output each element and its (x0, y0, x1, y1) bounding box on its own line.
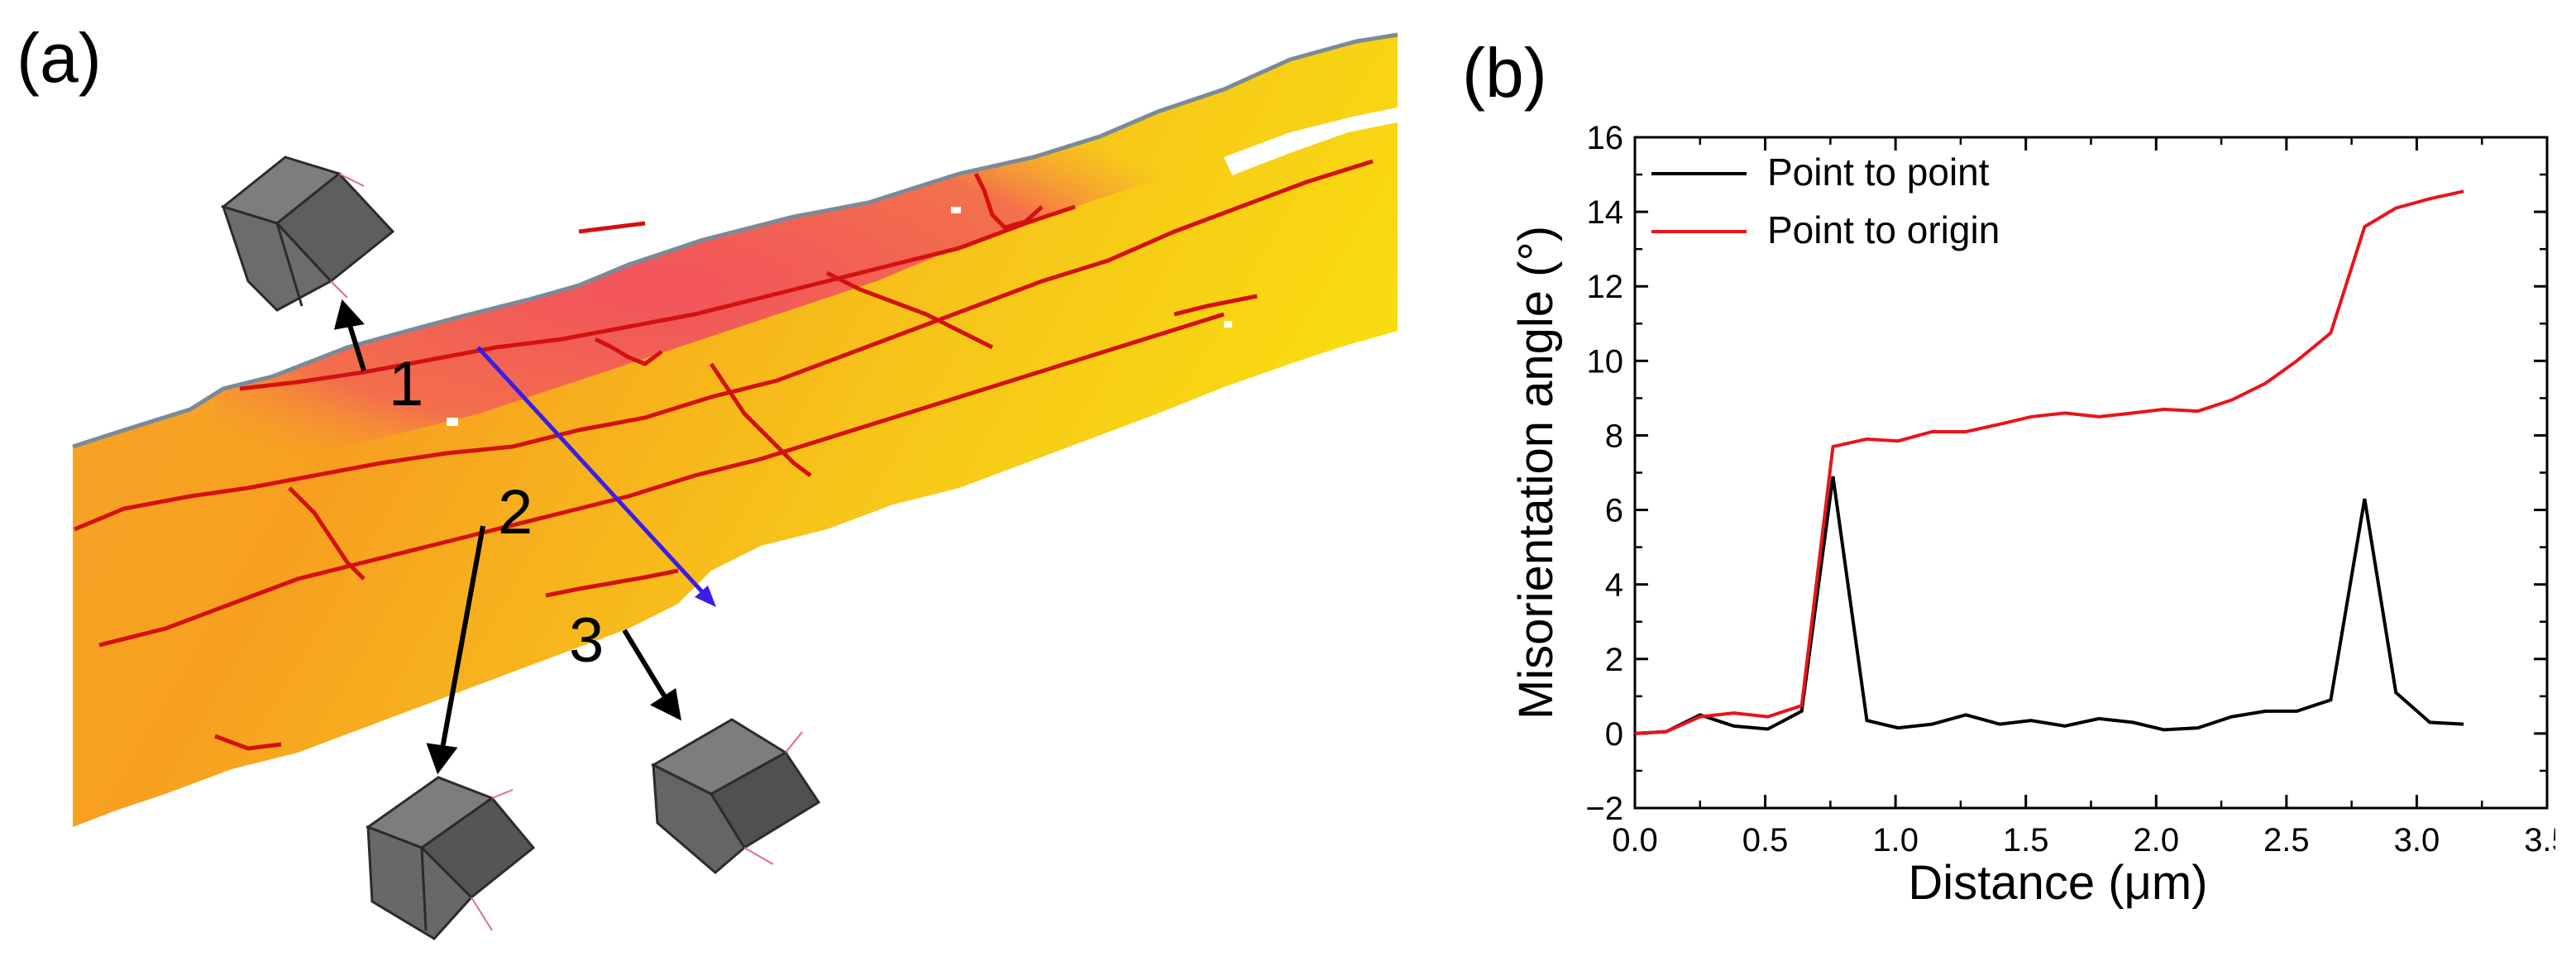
crack-gap (1224, 108, 1398, 175)
y-tick-label: 10 (1587, 343, 1624, 380)
orientation-map: 1 2 3 (72, 32, 1398, 940)
x-tick-label: 0.0 (1612, 822, 1658, 858)
y-tick-label: 4 (1605, 567, 1623, 604)
x-tick-label: 3.0 (2394, 822, 2440, 858)
y-tick-label: 12 (1587, 269, 1624, 305)
marker-2: 2 (498, 477, 533, 548)
series-line-2 (1634, 189, 2464, 735)
y-tick-label: 8 (1605, 418, 1623, 454)
series-line-1 (1634, 476, 2464, 735)
y-tick-label: 16 (1587, 120, 1624, 156)
crystal-cube-1 (220, 155, 395, 312)
marker-3: 3 (569, 605, 604, 676)
x-tick-label: 2.5 (2263, 822, 2310, 858)
void-speck (951, 207, 961, 213)
legend-label-2: Point to origin (1767, 208, 2000, 251)
y-tick-label: 0 (1605, 716, 1623, 753)
x-tick-label: 2.0 (2133, 822, 2179, 858)
x-tick-label: 1.0 (1872, 822, 1919, 858)
y-tick-label: 2 (1605, 642, 1623, 678)
y-tick-label: 6 (1605, 493, 1623, 529)
y-tick-label: 14 (1587, 194, 1624, 231)
legend-label-1: Point to point (1767, 151, 1990, 194)
panel-a-label: (a) (17, 19, 102, 97)
crystal-cube-3 (650, 718, 821, 874)
scan-line-arrow (476, 346, 716, 607)
misorientation-chart: 0.0 0.5 1.0 1.5 2.0 2.5 3.0 3.5 −2 0 2 4 6 8 10 12 14 16 D… (1509, 120, 2555, 910)
orientation-arrows (333, 299, 681, 775)
red-grain-region (215, 112, 1207, 463)
marker-1: 1 (389, 349, 423, 419)
crystal-cube-2 (365, 776, 536, 940)
panel-b-label: (b) (1462, 34, 1547, 112)
void-speck (1224, 321, 1232, 328)
x-tick-label: 3.5 (2524, 822, 2555, 858)
grain-band (73, 35, 1398, 827)
y-tick-label: −2 (1585, 791, 1623, 827)
x-axis-label: Distance (μm) (1908, 856, 2207, 910)
grain-edge (72, 32, 1398, 449)
x-tick-label: 1.5 (2003, 822, 2049, 858)
x-tick-label: 0.5 (1742, 822, 1789, 858)
grain-boundaries (74, 159, 1374, 751)
void-speck (447, 418, 458, 426)
y-axis-label: Misorientation angle (°) (1509, 226, 1563, 720)
